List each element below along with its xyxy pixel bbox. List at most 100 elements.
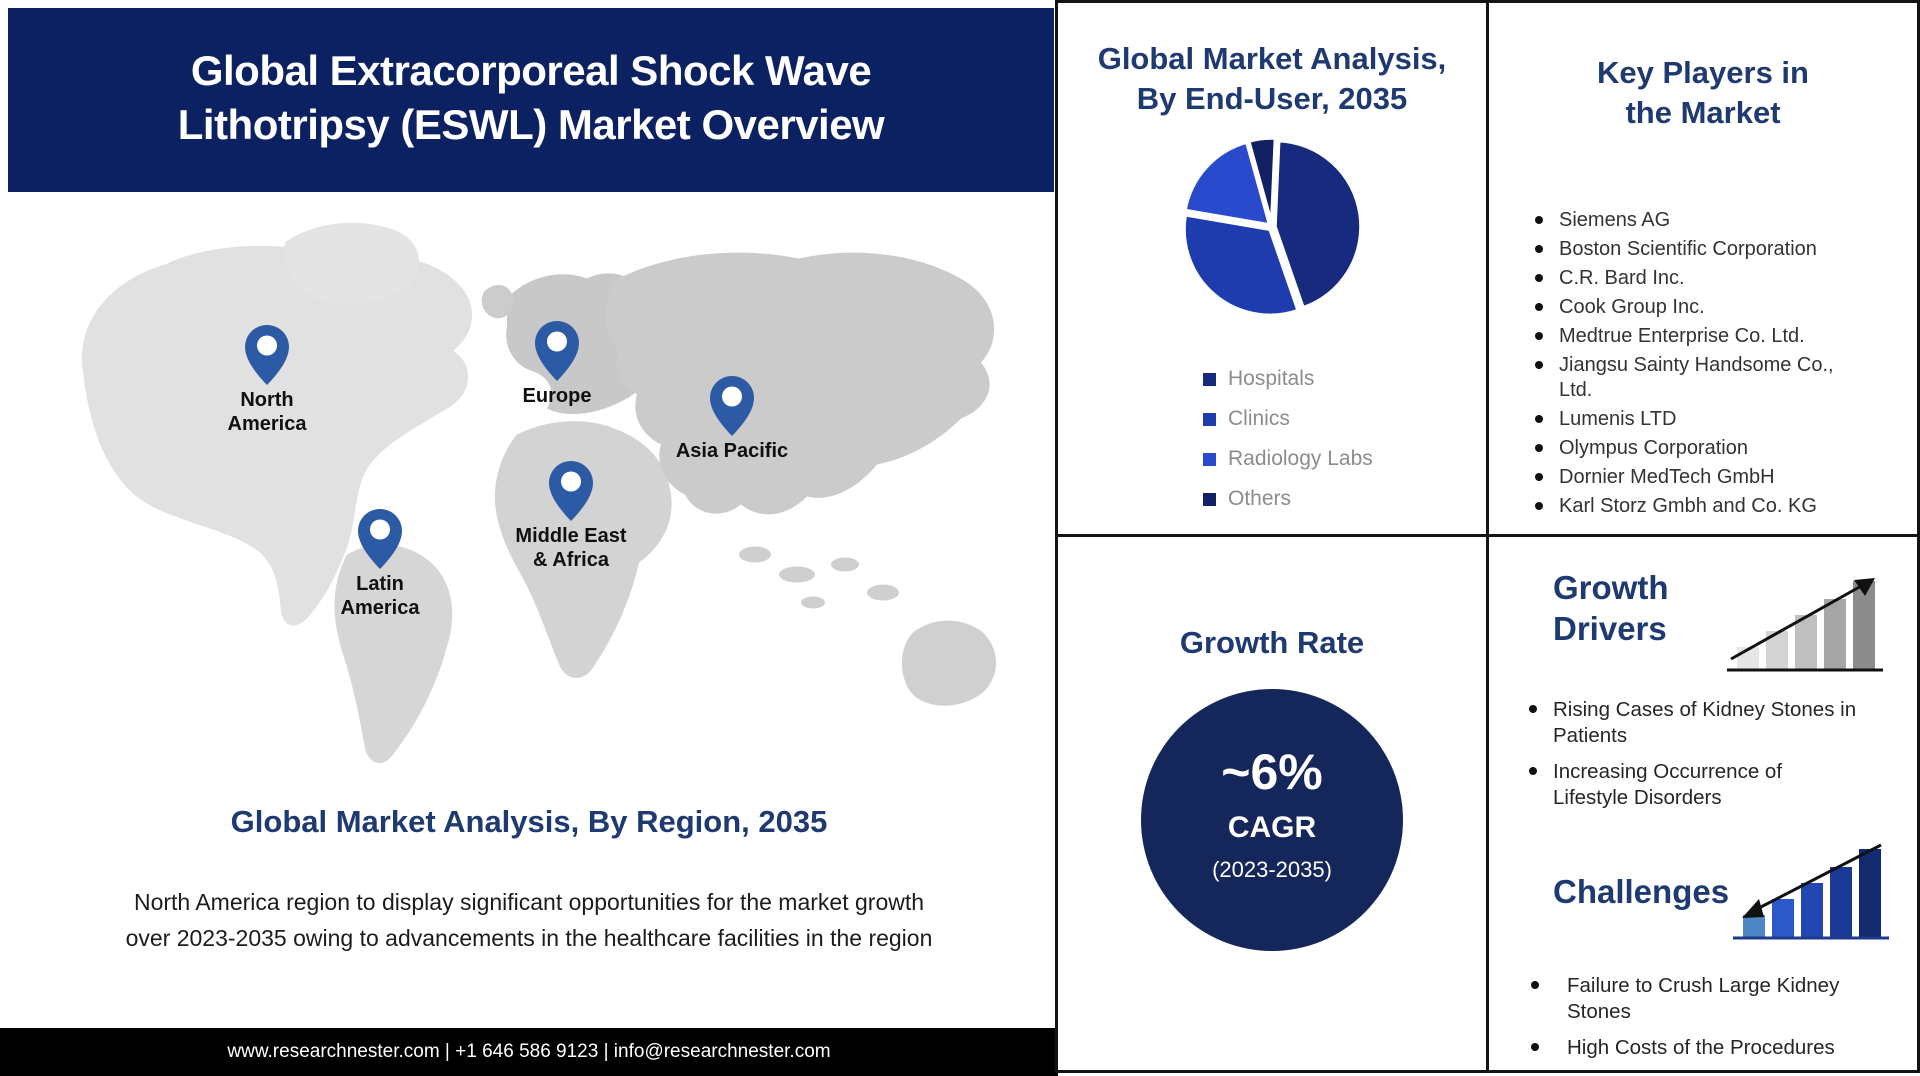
bullet-icon: [1535, 216, 1543, 224]
pie-slice-others: [1246, 136, 1278, 226]
challenges-header: Challenges: [1489, 821, 1917, 947]
bar: [1830, 867, 1853, 937]
bullet-icon: [1535, 502, 1543, 510]
list-item: Jiangsu Sainty Handsome Co., Ltd.: [1535, 353, 1917, 403]
challenges-title: Challenges: [1553, 873, 1730, 910]
end-user-panel: Global Market Analysis, By End-User, 203…: [1058, 3, 1486, 534]
bullet-icon: [1535, 473, 1543, 481]
list-item: Rising Cases of Kidney Stones in Patient…: [1529, 697, 1917, 749]
list-item: Karl Storz Gmbh and Co. KG: [1535, 494, 1917, 519]
bullet-icon: [1535, 245, 1543, 253]
key-players-panel: Key Players in the Market Siemens AG Bost…: [1489, 3, 1917, 534]
legend-label: Others: [1228, 487, 1292, 510]
up-arrow-head: [1854, 578, 1875, 596]
island-se-asia-3: [831, 557, 859, 572]
bullet-icon: [1531, 1043, 1539, 1051]
key-players-title-line1: Key Players in: [1597, 55, 1809, 90]
info-panels-grid: Global Market Analysis, By End-User, 203…: [1055, 0, 1920, 1073]
legend-label: Hospitals: [1228, 367, 1315, 390]
list-item-text: Cook Group Inc.: [1559, 296, 1705, 318]
list-item-text: Olympus Corporation: [1559, 437, 1748, 459]
declining-arrow-bar-chart-icon: [1733, 843, 1890, 940]
pie-slice-hospitals: [1273, 138, 1363, 310]
list-item: Olympus Corporation: [1535, 436, 1917, 461]
bullet-icon: [1535, 361, 1543, 369]
world-map: North America Europe Asia Pacific Middle Eas…: [55, 200, 1005, 785]
island-se-asia-4: [867, 584, 899, 601]
list-item: High Costs of the Procedures: [1531, 1035, 1917, 1061]
list-item-text: Medtrue Enterprise Co. Ltd.: [1559, 325, 1805, 347]
down-arrow-head: [1742, 899, 1765, 918]
end-user-legend: Hospitals Clinics Radiology Labs Others: [1203, 367, 1486, 511]
list-item: Medtrue Enterprise Co. Ltd.: [1535, 324, 1917, 349]
list-item-text: C.R. Bard Inc.: [1559, 267, 1685, 289]
key-players-list: Siemens AG Boston Scientific Corporation C…: [1535, 208, 1917, 519]
end-user-title-line2: By End-User, 2035: [1136, 81, 1408, 116]
list-item-text: Failure to Crush Large Kidney Stones: [1567, 974, 1840, 1023]
list-item-text: Dornier MedTech GmbH: [1559, 466, 1775, 488]
legend-item: Hospitals: [1203, 367, 1486, 391]
continent-north-america: [81, 245, 473, 626]
list-item: Boston Scientific Corporation: [1535, 237, 1917, 262]
pie-slice-radiology-labs: [1183, 140, 1272, 227]
bullet-icon: [1529, 767, 1537, 775]
continent-greenland: [284, 222, 420, 305]
world-map-svg: [81, 222, 997, 764]
legend-label: Radiology Labs: [1228, 447, 1373, 470]
legend-item: Radiology Labs: [1203, 447, 1486, 471]
challenges-list: Failure to Crush Large Kidney Stones High…: [1531, 973, 1917, 1061]
end-user-panel-title: Global Market Analysis, By End-User, 203…: [1058, 39, 1486, 119]
list-item-text: Jiangsu Sainty Handsome Co., Ltd.: [1559, 354, 1834, 401]
bullet-icon: [1529, 705, 1537, 713]
cagr-label: CAGR: [1227, 811, 1317, 844]
bullet-icon: [1535, 274, 1543, 282]
island-united-kingdom: [481, 284, 514, 319]
list-item: Cook Group Inc.: [1535, 295, 1917, 320]
bar: [1795, 615, 1817, 669]
bullet-icon: [1535, 444, 1543, 452]
list-item-text: Rising Cases of Kidney Stones in Patient…: [1553, 698, 1857, 747]
main-title-banner: Global Extracorporeal Shock Wave Lithotr…: [8, 8, 1054, 192]
continent-south-america: [334, 544, 453, 764]
bullet-icon: [1535, 303, 1543, 311]
continent-asia: [605, 252, 995, 515]
main-title-line1: Global Extracorporeal Shock Wave: [190, 47, 872, 94]
list-item-text: Increasing Occurrence of Lifestyle Disor…: [1553, 760, 1783, 809]
legend-swatch-icon: [1203, 452, 1216, 466]
legend-swatch-icon: [1203, 372, 1216, 386]
region-overview-section: Global Extracorporeal Shock Wave Lithotr…: [0, 8, 1058, 1076]
pie-slice-clinics: [1182, 213, 1300, 318]
cagr-period: (2023-2035): [1212, 857, 1332, 882]
key-players-title-line2: the Market: [1625, 95, 1781, 130]
list-item: Failure to Crush Large Kidney Stones: [1531, 973, 1917, 1025]
growth-drivers-panel: Growth Drivers Rising Cases of Kidney St…: [1489, 537, 1917, 1070]
legend-item: Others: [1203, 487, 1486, 511]
list-item-text: Boston Scientific Corporation: [1559, 238, 1817, 260]
legend-swatch-icon: [1203, 412, 1216, 426]
list-item-text: Lumenis LTD: [1559, 408, 1677, 430]
footer-contact-text: www.researchnester.com | +1 646 586 9123…: [227, 1041, 831, 1062]
list-item: C.R. Bard Inc.: [1535, 266, 1917, 291]
cagr-circle: ~6% CAGR (2023-2035): [1141, 689, 1403, 951]
bar: [1766, 631, 1788, 669]
end-user-title-line1: Global Market Analysis,: [1097, 41, 1447, 76]
growth-rate-panel: Growth Rate ~6% CAGR (2023-2035): [1058, 537, 1486, 1070]
bar: [1772, 899, 1795, 937]
continent-australia: [901, 620, 997, 706]
growth-drivers-title-line1: Growth: [1553, 569, 1669, 606]
growth-drivers-list: Rising Cases of Kidney Stones in Patient…: [1529, 697, 1917, 811]
list-item-text: Siemens AG: [1559, 209, 1671, 231]
growth-drivers-header: Growth Drivers: [1489, 537, 1917, 681]
list-item: Dornier MedTech GmbH: [1535, 465, 1917, 490]
bullet-icon: [1531, 981, 1539, 989]
down-arrow-line: [1756, 843, 1882, 911]
island-se-asia-2: [779, 566, 815, 583]
bar: [1853, 581, 1875, 669]
end-user-pie-chart: [1182, 136, 1363, 318]
list-item-text: High Costs of the Procedures: [1567, 1036, 1835, 1059]
footer-bar: www.researchnester.com | +1 646 586 9123…: [0, 1028, 1058, 1076]
rising-bar-chart-icon: [1727, 578, 1883, 672]
list-item: Increasing Occurrence of Lifestyle Disor…: [1529, 759, 1917, 811]
list-item-text: Karl Storz Gmbh and Co. KG: [1559, 495, 1817, 517]
